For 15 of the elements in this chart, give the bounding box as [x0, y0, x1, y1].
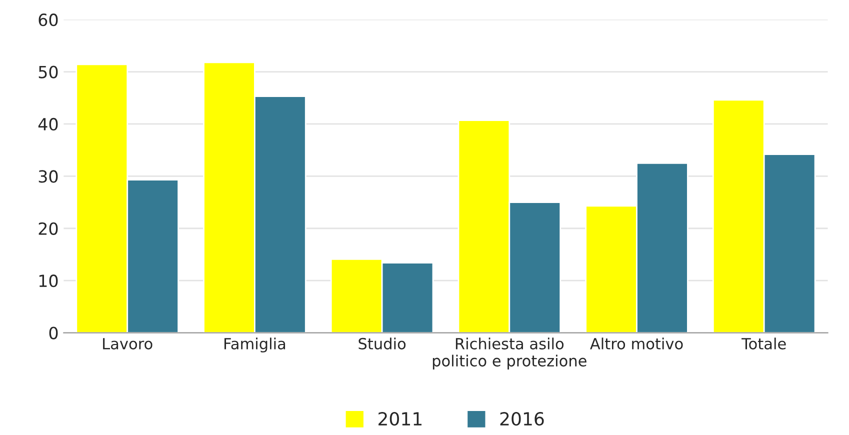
y-tick-label: 40: [38, 118, 58, 131]
y-tick-label: 30: [38, 170, 58, 183]
x-tick-label: Famiglia: [224, 338, 286, 352]
legend-label: 2011: [378, 412, 422, 426]
x-tick-label: Totale: [742, 338, 786, 350]
y-tick-label: 50: [38, 66, 58, 78]
y-tick-label: 0: [49, 326, 58, 340]
y-tick-label: 20: [38, 222, 58, 235]
x-tick-label: Lavoro: [103, 338, 152, 350]
x-tick-label: Studio: [358, 338, 406, 350]
x-tick-label: Richiesta asilo politico e protezione: [432, 338, 586, 370]
y-tick-label: 10: [39, 274, 58, 288]
legend-label: 2016: [500, 412, 544, 426]
x-tick-label: Altro motivo: [590, 338, 683, 350]
y-tick-label: 60: [38, 14, 58, 26]
